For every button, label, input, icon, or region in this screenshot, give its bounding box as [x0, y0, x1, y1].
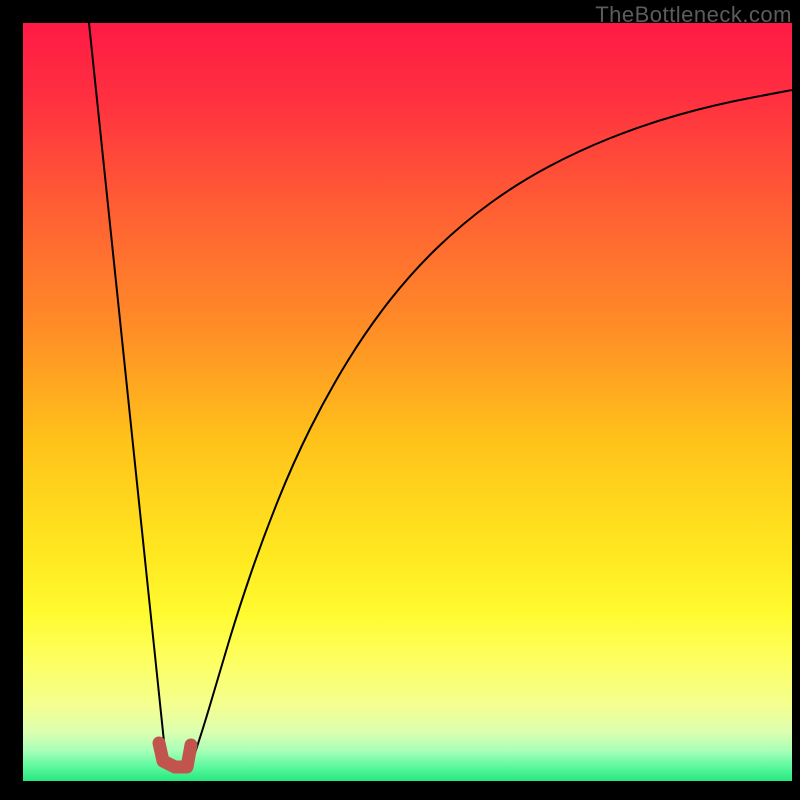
plot-background-gradient	[23, 23, 792, 781]
chart-container: TheBottleneck.com	[0, 0, 800, 800]
watermark-text: TheBottleneck.com	[595, 2, 792, 28]
bottleneck-chart	[0, 0, 800, 800]
